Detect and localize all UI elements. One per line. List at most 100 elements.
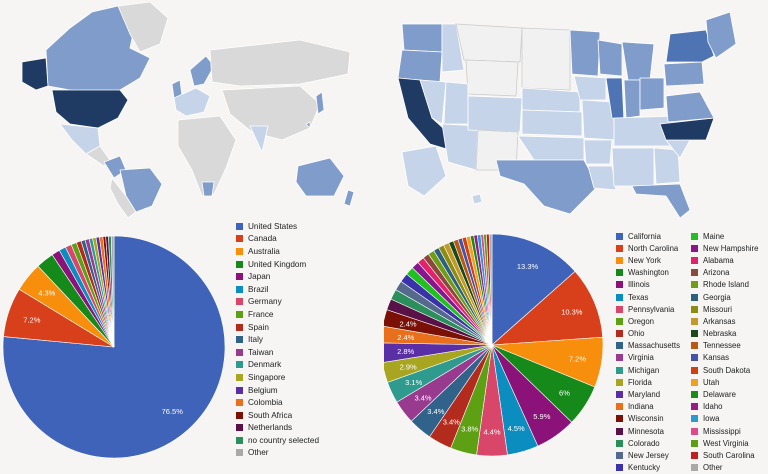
country-legend-item: United Kingdom <box>236 258 319 271</box>
country-legend-label: South Africa <box>248 410 293 420</box>
country-legend-swatch <box>236 386 243 394</box>
state-pie-data-label: 2.8% <box>397 347 414 356</box>
state-legend-item: Ohio <box>616 328 680 340</box>
state-legend-label: Minnesota <box>628 426 664 436</box>
state-legend-swatch <box>691 244 698 252</box>
state-legend-item: Virginia <box>616 352 680 364</box>
country-legend-label: Taiwan <box>248 347 274 357</box>
map-state-florida <box>631 183 691 219</box>
state-legend-label: Pennsylvania <box>628 304 675 314</box>
map-region-asia <box>221 85 321 141</box>
country-legend-item: France <box>236 308 319 321</box>
country-pie-data-label: 4.3% <box>38 288 55 297</box>
state-legend-item: Arizona <box>691 267 758 279</box>
state-pie-data-label: 13.3% <box>517 262 539 271</box>
map-state-arkansas <box>583 139 613 165</box>
state-legend-swatch <box>616 317 623 325</box>
state-legend-swatch <box>616 232 623 240</box>
country-pie-svg: 76.5% 7.2% 4.3% <box>2 235 226 459</box>
map-state-minnesota <box>569 29 601 77</box>
state-legend-item: Iowa <box>691 413 758 425</box>
state-legend-swatch <box>616 330 623 338</box>
map-state-virginia <box>665 91 715 123</box>
state-legend-swatch <box>616 269 623 277</box>
state-legend-swatch <box>616 256 623 264</box>
us-map <box>384 0 768 222</box>
state-legend-swatch <box>616 451 623 459</box>
country-legend-item: Brazil <box>236 283 319 296</box>
state-legend-item: Arkansas <box>691 315 758 327</box>
state-legend-swatch <box>691 391 698 399</box>
country-legend-swatch <box>236 273 243 281</box>
country-legend-item: Singapore <box>236 371 319 384</box>
state-legend-label: West Virginia <box>703 438 749 448</box>
state-legend-label: Ohio <box>628 329 645 339</box>
state-legend-item: Missouri <box>691 303 758 315</box>
state-legend-swatch <box>616 464 623 472</box>
state-legend-item: California <box>616 230 680 242</box>
country-legend-item: Spain <box>236 321 319 334</box>
state-legend-item: Utah <box>691 376 758 388</box>
state-legend-label: Missouri <box>703 304 733 314</box>
country-pie-data-label: 76.5% <box>162 407 184 416</box>
state-legend-label: South Dakota <box>703 365 751 375</box>
map-state-pennsylvania <box>663 61 705 87</box>
state-legend-label: Wisconsin <box>628 414 664 424</box>
state-legend-label: Massachusetts <box>628 341 681 351</box>
map-region-new-zealand <box>343 189 355 207</box>
map-state-kansas <box>521 109 583 137</box>
map-state-arizona <box>441 123 479 171</box>
state-legend-label: New Hampshire <box>703 243 759 253</box>
map-state-wyoming <box>465 59 519 97</box>
state-legend-item: Alabama <box>691 254 758 266</box>
map-state-georgia <box>653 147 681 185</box>
country-pie-slice <box>110 235 115 348</box>
state-legend-label: Nebraska <box>703 329 737 339</box>
state-pie-slice <box>491 270 604 346</box>
state-legend-item: Kentucky <box>616 462 680 474</box>
map-state-dakotas <box>521 27 571 91</box>
country-legend-swatch <box>236 336 243 344</box>
state-legend-swatch <box>691 439 698 447</box>
state-legend-label: Colorado <box>628 438 660 448</box>
state-legend-item: South Dakota <box>691 364 758 376</box>
state-legend-item: South Carolina <box>691 449 758 461</box>
state-pie-data-label: 4.5% <box>508 424 525 433</box>
map-region-usa <box>51 89 129 129</box>
state-legend-item: Washington <box>616 267 680 279</box>
state-legend-item: Pennsylvania <box>616 303 680 315</box>
state-legend-item: Rhode Island <box>691 279 758 291</box>
state-legend-swatch <box>616 439 623 447</box>
country-legend-label: Netherlands <box>248 423 293 433</box>
state-pie-data-label: 6% <box>559 388 570 397</box>
map-state-montana <box>455 23 523 63</box>
country-legend-label: Denmark <box>248 360 282 370</box>
country-legend-item: Japan <box>236 270 319 283</box>
state-pie-data-label: 2.9% <box>400 363 417 372</box>
map-state-nebraska <box>521 87 581 113</box>
map-state-iowa <box>573 75 607 101</box>
country-legend-label: United States <box>248 221 298 231</box>
country-legend-swatch <box>236 298 243 306</box>
state-legend-item: Florida <box>616 376 680 388</box>
country-legend-label: Singapore <box>248 372 286 382</box>
country-legend-item: Other <box>236 447 319 460</box>
state-legend-label: Alabama <box>703 255 734 265</box>
state-legend-swatch <box>691 342 698 350</box>
state-pie-data-label: 3.4% <box>443 417 460 426</box>
world-map <box>0 0 384 222</box>
country-legend-swatch <box>236 247 243 255</box>
map-state-utah <box>443 81 469 125</box>
state-legend-label: Kansas <box>703 353 730 363</box>
state-pie-slice <box>488 233 493 346</box>
state-legend-swatch <box>616 427 623 435</box>
state-legend-label: Arizona <box>703 268 730 278</box>
state-legend-item: Maryland <box>616 388 680 400</box>
country-legend-item: Canada <box>236 233 319 246</box>
state-legend-label: Idaho <box>703 402 723 412</box>
state-legend-swatch <box>691 451 698 459</box>
state-pie-data-label: 5.9% <box>533 412 550 421</box>
country-legend-item: Belgium <box>236 384 319 397</box>
state-legend-swatch <box>691 317 698 325</box>
state-pie-data-label: 3.1% <box>405 378 422 387</box>
